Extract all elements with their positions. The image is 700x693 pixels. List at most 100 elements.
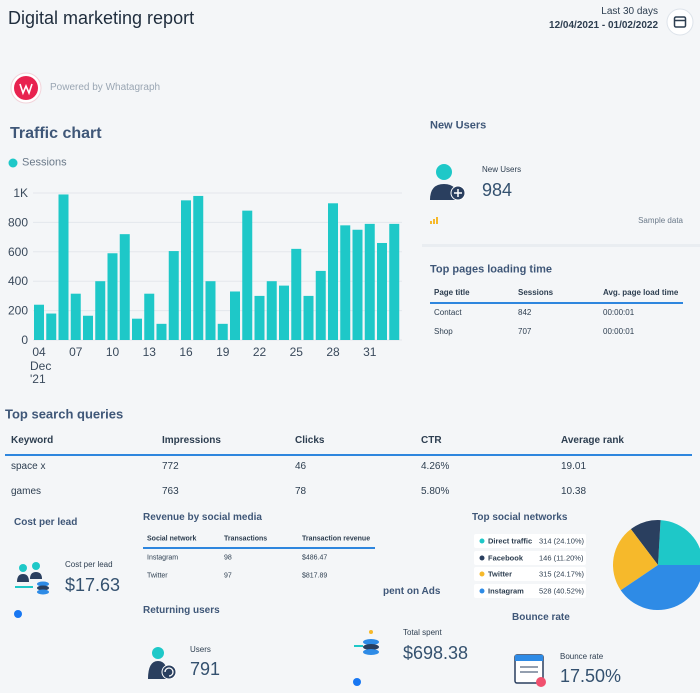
pie-slice (658, 520, 700, 565)
legend-dot (479, 538, 485, 544)
column-header: Average rank (561, 435, 624, 446)
legend-dot-fill (479, 571, 485, 577)
table-cell: Instagram (147, 554, 179, 562)
legend-name: Direct traffic (488, 536, 533, 546)
pie-slice (620, 565, 700, 610)
chart-title: Traffic chart (10, 125, 102, 142)
metric-label: Bounce rate (560, 652, 604, 661)
table-cell: 772 (162, 461, 179, 472)
header-rule (430, 302, 683, 304)
period: Last 30 days (601, 6, 658, 17)
bar (389, 223, 400, 340)
table-cell: 19.01 (561, 461, 587, 472)
legend-value: 146 (11.20%) (539, 552, 584, 562)
section-title: Top search queries (5, 406, 124, 422)
table-cell: 842 (518, 308, 532, 317)
bar (230, 291, 240, 340)
card-title: pent on Ads (383, 586, 441, 597)
logo (10, 72, 42, 104)
header-rule (143, 547, 375, 549)
bar (340, 225, 351, 340)
metric-label: Total spent (403, 628, 442, 637)
bar (315, 270, 326, 340)
x-tick-label: 22 (253, 345, 267, 359)
table-cell: 97 (224, 572, 232, 580)
x-tick-label: 16 (179, 345, 193, 359)
facebook-icon (14, 610, 22, 618)
column-header: Social network (147, 535, 197, 543)
table-cell: Contact (434, 308, 462, 317)
signal-icon (430, 217, 438, 224)
x-tick-label: 04 (32, 345, 46, 359)
powered-by: Powered by Whatagraph (50, 82, 161, 93)
metric-value: 17.50% (560, 666, 622, 686)
legend-dot-fill (479, 588, 485, 594)
legend-row (474, 584, 586, 599)
x-tick-label: 07 (69, 345, 83, 359)
bar (303, 295, 314, 340)
bar (364, 223, 375, 340)
metric-value: 791 (190, 659, 221, 679)
column-header: Page title (434, 288, 470, 297)
legend-dot (479, 588, 485, 594)
metric-value: $698.38 (403, 643, 469, 663)
calendar-button[interactable] (666, 8, 694, 36)
pie-slice (630, 520, 661, 565)
metric-label: Users (190, 645, 211, 654)
bar (95, 281, 106, 340)
legend-label: Sessions (22, 156, 67, 169)
column-header: Keyword (11, 435, 54, 446)
report-title: Digital marketing report (8, 8, 195, 28)
header-rule (5, 454, 692, 456)
metric-label: New Users (482, 165, 522, 174)
bar (34, 304, 44, 340)
x-tick-label: 25 (290, 345, 304, 359)
y-tick-label: 200 (8, 304, 28, 318)
bar (205, 281, 216, 340)
bar (168, 251, 179, 340)
bar (242, 210, 253, 340)
bar (144, 293, 155, 340)
legend-row (474, 567, 586, 582)
bar (279, 285, 289, 340)
pie-chart (613, 520, 700, 610)
bar (132, 318, 142, 340)
legend-row (474, 550, 586, 565)
legend-value: 315 (24.17%) (539, 569, 585, 579)
bar (156, 323, 167, 340)
bar (291, 248, 302, 340)
column-header: CTR (421, 435, 442, 446)
bar (193, 195, 204, 340)
table-cell: space x (11, 461, 46, 472)
returning-icon (148, 647, 177, 680)
users-icon (430, 164, 466, 201)
y-tick-label: 1K (13, 186, 28, 200)
column-header: Clicks (295, 435, 325, 446)
metric-label: Cost per lead (65, 560, 113, 569)
table-cell: $486.47 (302, 554, 328, 562)
bar (119, 234, 130, 340)
legend-value: 314 (24.10%) (539, 536, 585, 546)
bar (58, 194, 69, 340)
bar (254, 295, 265, 340)
legend-dot-fill (479, 555, 485, 561)
column-header: Transactions (224, 535, 268, 543)
y-tick-label: 800 (8, 215, 28, 229)
table-cell: 5.80% (421, 486, 450, 497)
legend-name: Twitter (488, 569, 513, 579)
legend-swatch (8, 158, 18, 168)
card-title: Returning users (143, 605, 220, 616)
bar (107, 253, 118, 340)
table-cell: 98 (224, 554, 232, 562)
table-cell: 763 (162, 486, 179, 497)
column-header: Impressions (162, 435, 221, 446)
x-tick-label: 19 (216, 345, 230, 359)
table-cell: 00:00:01 (603, 327, 635, 336)
column-header: Avg. page load time (603, 288, 679, 297)
facebook-icon (353, 678, 361, 686)
y-tick-label: 0 (21, 333, 28, 347)
bar (377, 242, 387, 340)
legend-dot (479, 555, 485, 561)
legend-name: Instagram (488, 586, 524, 596)
